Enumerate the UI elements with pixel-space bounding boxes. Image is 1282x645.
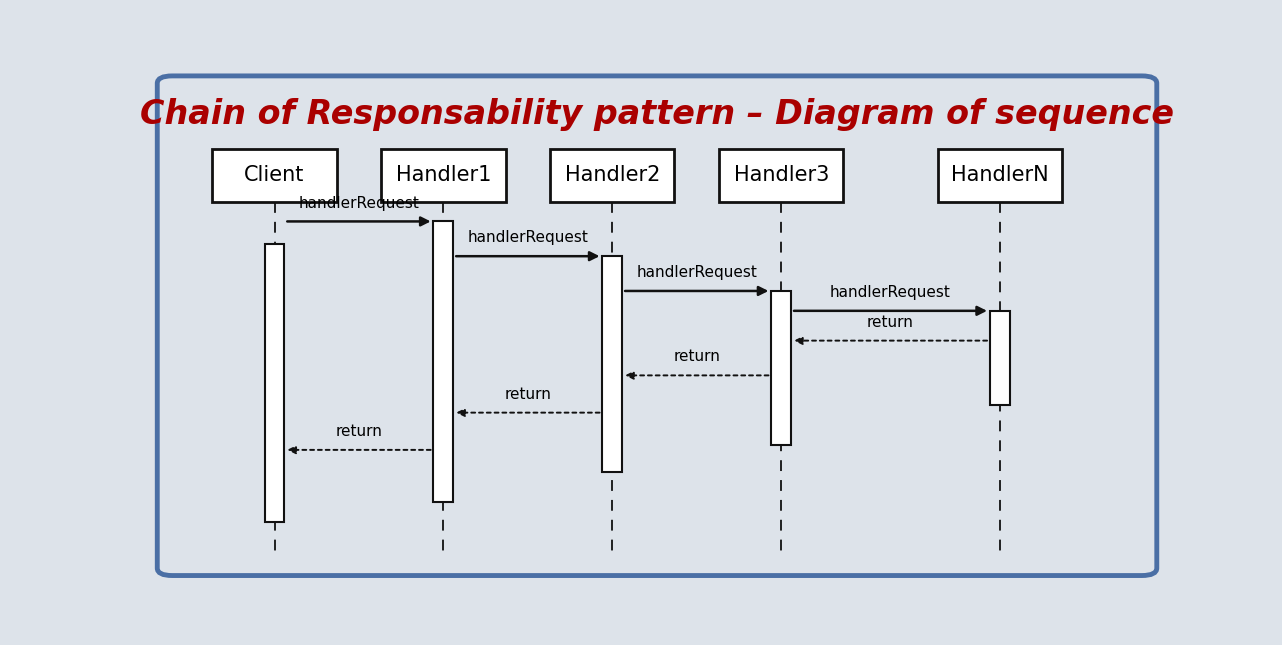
Bar: [990, 311, 1010, 405]
Bar: [550, 150, 674, 201]
Text: handlerRequest: handlerRequest: [829, 285, 951, 300]
Text: return: return: [504, 387, 551, 402]
Text: handlerRequest: handlerRequest: [299, 195, 419, 210]
Bar: [603, 256, 622, 472]
Bar: [433, 221, 454, 502]
Text: HandlerN: HandlerN: [951, 166, 1049, 186]
Text: return: return: [867, 315, 914, 330]
Text: Handler2: Handler2: [564, 166, 660, 186]
Bar: [772, 291, 791, 445]
Text: handlerRequest: handlerRequest: [636, 265, 758, 280]
Text: handlerRequest: handlerRequest: [468, 230, 588, 245]
Text: return: return: [336, 424, 382, 439]
Bar: [719, 150, 844, 201]
Text: return: return: [673, 350, 720, 364]
Bar: [937, 150, 1061, 201]
Text: Chain of Responsability pattern – Diagram of sequence: Chain of Responsability pattern – Diagra…: [140, 98, 1174, 131]
Text: Handler3: Handler3: [733, 166, 829, 186]
Text: Client: Client: [245, 166, 305, 186]
Bar: [213, 150, 337, 201]
Bar: [264, 244, 285, 522]
Bar: [381, 150, 505, 201]
FancyBboxPatch shape: [158, 76, 1156, 575]
Text: Handler1: Handler1: [396, 166, 491, 186]
